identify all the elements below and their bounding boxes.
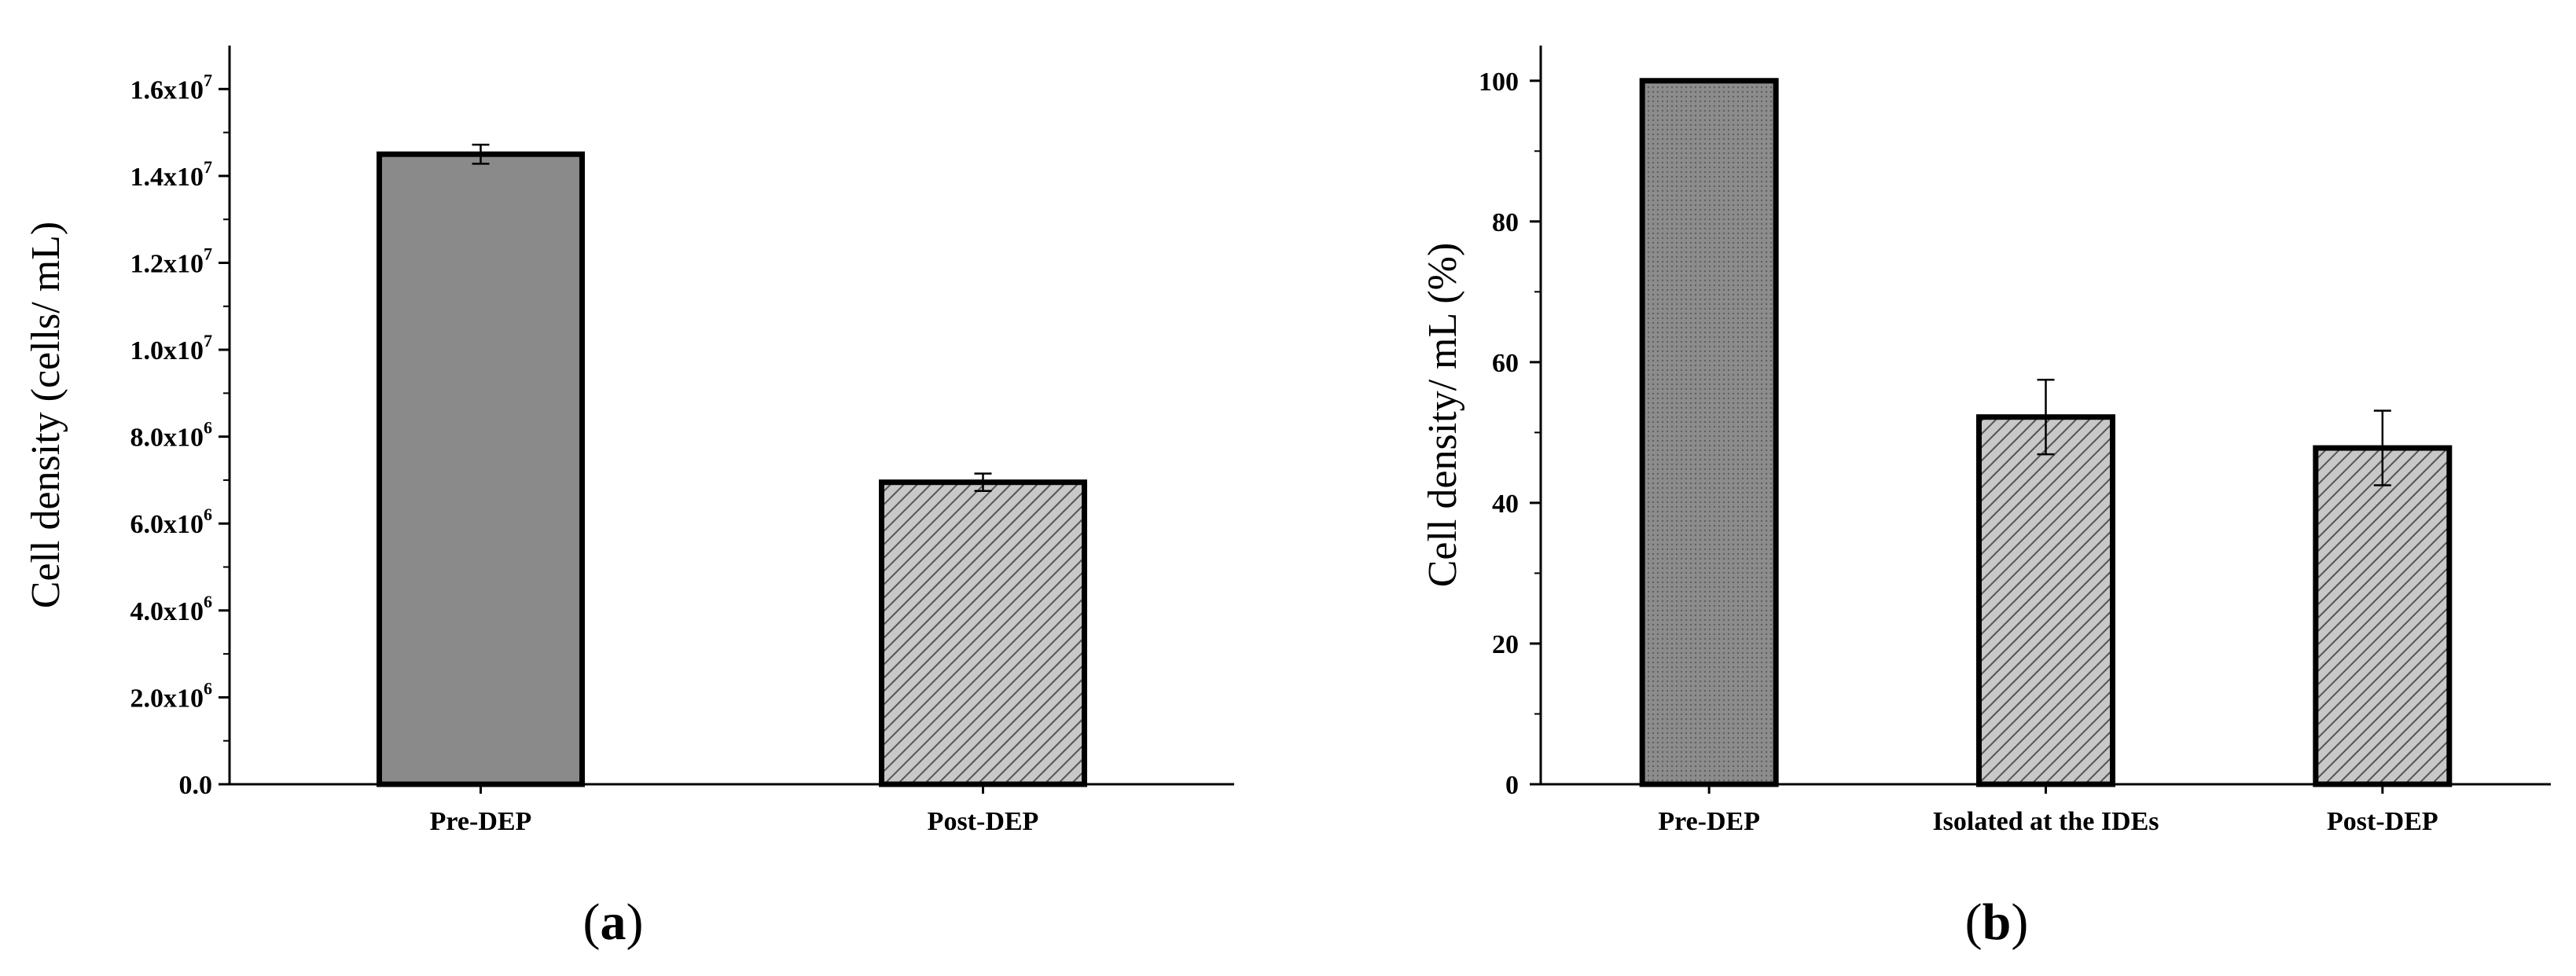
y-tick-mantissa: 100 bbox=[1479, 68, 1519, 97]
y-tick-label: 0 bbox=[1505, 771, 1519, 800]
y-tick-label: 8.0x106 bbox=[130, 418, 213, 453]
y-tick-label: 60 bbox=[1492, 349, 1519, 378]
chart-panel-b: 0 20 40 60 80 100 Cell density/ mL (%) Pre-DEP I… bbox=[1420, 46, 2551, 836]
y-tick-mantissa: 2.0x10 bbox=[130, 684, 204, 713]
y-tick-mantissa: 4.0x10 bbox=[130, 597, 204, 626]
y-tick-exponent: 7 bbox=[204, 331, 212, 350]
y-tick-label: 80 bbox=[1492, 208, 1519, 237]
y-tick-label: 100 bbox=[1479, 68, 1519, 97]
bar-isolated-at-the-ides bbox=[1976, 414, 2115, 787]
x-category-label: Isolated at the IDEs bbox=[1932, 807, 2159, 836]
x-category-label: Pre-DEP bbox=[430, 807, 532, 836]
y-axis-title: Cell density (cells/ mL) bbox=[24, 222, 68, 608]
x-category-label: Post-DEP bbox=[928, 807, 1039, 836]
bar-post-dep bbox=[879, 479, 1087, 787]
y-tick-label: 1.6x107 bbox=[130, 70, 213, 105]
panel-label-b: (b) bbox=[1965, 893, 2029, 951]
y-tick-mantissa: 0 bbox=[1505, 771, 1519, 800]
y-tick-label: 1.4x107 bbox=[130, 157, 213, 192]
y-tick-exponent: 6 bbox=[204, 678, 212, 698]
y-tick-label: 1.2x107 bbox=[130, 244, 213, 278]
y-tick-label: 6.0x106 bbox=[130, 505, 213, 539]
y-tick-mantissa: 1.6x10 bbox=[130, 75, 204, 105]
y-tick-mantissa: 60 bbox=[1492, 349, 1519, 378]
y-tick-mantissa: 6.0x10 bbox=[130, 510, 204, 539]
panel-label-a: (a) bbox=[583, 893, 644, 951]
y-tick-exponent: 7 bbox=[204, 70, 212, 90]
y-tick-mantissa: 1.0x10 bbox=[130, 336, 204, 365]
chart-panel-a: 0.02.0x1064.0x1066.0x1068.0x1061.0x1071.… bbox=[24, 46, 1234, 836]
y-tick-label: 4.0x106 bbox=[130, 592, 213, 626]
y-tick-mantissa: 1.2x10 bbox=[130, 249, 204, 278]
x-category-label: Post-DEP bbox=[2327, 807, 2438, 836]
y-tick-exponent: 6 bbox=[204, 505, 212, 524]
x-category-label: Pre-DEP bbox=[1658, 807, 1760, 836]
y-tick-exponent: 7 bbox=[204, 244, 212, 263]
y-tick-label: 0.0 bbox=[179, 771, 213, 800]
y-tick-label: 20 bbox=[1492, 630, 1519, 659]
y-tick-exponent: 6 bbox=[204, 418, 212, 438]
y-tick-exponent: 7 bbox=[204, 157, 212, 177]
y-tick-label: 1.0x107 bbox=[130, 331, 213, 365]
bar-post-dep bbox=[2313, 445, 2453, 787]
y-tick-mantissa: 1.4x10 bbox=[130, 163, 204, 192]
y-tick-label: 40 bbox=[1492, 490, 1519, 519]
y-tick-exponent: 6 bbox=[204, 592, 212, 611]
y-axis-title: Cell density/ mL (%) bbox=[1420, 243, 1465, 588]
y-tick-mantissa: 0.0 bbox=[179, 771, 213, 800]
y-tick-mantissa: 20 bbox=[1492, 630, 1519, 659]
y-tick-mantissa: 80 bbox=[1492, 208, 1519, 237]
y-tick-mantissa: 8.0x10 bbox=[130, 424, 204, 453]
bar-pre-dep bbox=[377, 151, 585, 787]
bar-pre-dep bbox=[1639, 78, 1779, 787]
y-tick-mantissa: 40 bbox=[1492, 490, 1519, 519]
y-tick-label: 2.0x106 bbox=[130, 678, 213, 713]
